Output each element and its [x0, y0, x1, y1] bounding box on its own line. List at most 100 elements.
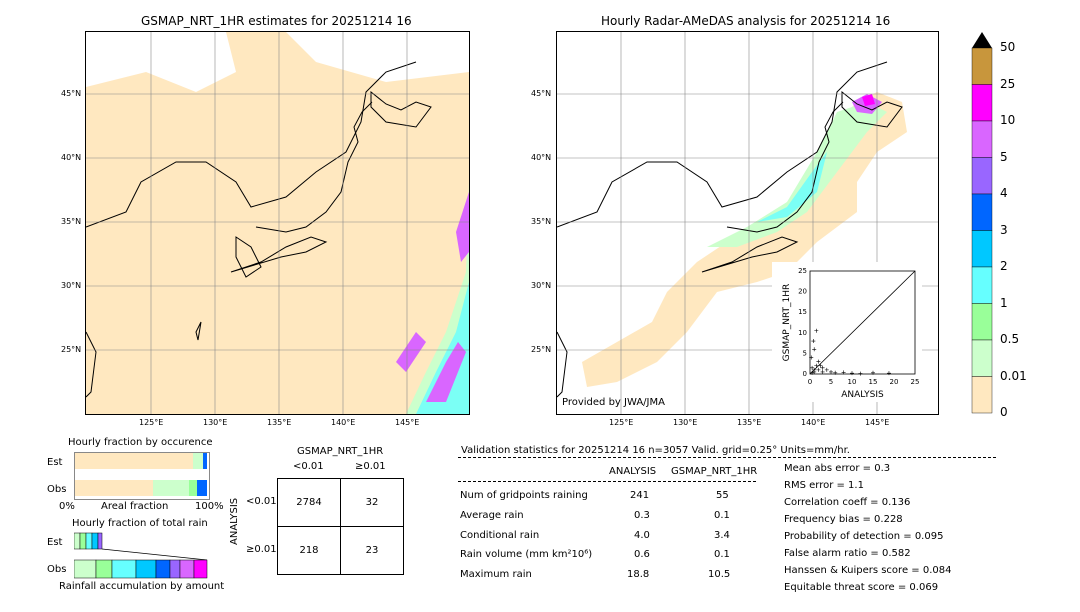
right-lat-35: 35°N — [531, 217, 552, 226]
scatter-point — [812, 367, 817, 372]
left-lat-40: 40°N — [61, 153, 82, 162]
scatter-y-tick: 10 — [798, 329, 807, 337]
frac-occ-obs-bar — [75, 480, 153, 496]
colorbar-extend-arrow — [972, 32, 992, 48]
frac-occ-obs-bar3 — [189, 480, 197, 496]
left-lat-45: 45°N — [61, 89, 82, 98]
scatter-point — [814, 328, 819, 333]
scatter-point — [829, 369, 833, 374]
left-map-title: GSMAP_NRT_1HR estimates for 20251214 16 — [141, 14, 412, 28]
score-line: Correlation coeff = 0.136 — [784, 497, 911, 508]
colorbar-tick-label: 1 — [1000, 295, 1008, 310]
scatter-diagonal — [809, 270, 916, 375]
validation-row-gsmap: 0.1 — [714, 510, 730, 521]
score-line: RMS error = 1.1 — [784, 480, 864, 491]
validation-row-analysis: 0.3 — [634, 510, 650, 521]
frac-tot-est: Est — [47, 537, 63, 548]
frac-tot-xlabel: Rainfall accumulation by amount — [59, 581, 225, 592]
validation-row-label: Conditional rain — [460, 530, 540, 541]
scatter-y-tick: 20 — [798, 288, 807, 296]
left-lat-35: 35°N — [61, 217, 82, 226]
contingency-cell: 2784 — [277, 478, 341, 527]
score-line: Frequency bias = 0.228 — [784, 514, 903, 525]
frac-occ-obs: Obs — [47, 484, 67, 495]
left-lon-140: 140°E — [331, 418, 356, 427]
frac-occ-est-bar — [75, 453, 193, 469]
right-lat-45: 45°N — [531, 89, 552, 98]
frac-occ-est-bar3 — [203, 453, 207, 469]
colorbar — [971, 32, 993, 414]
contingency-cell: 23 — [340, 526, 404, 575]
scatter-point — [886, 371, 891, 376]
right-map-title: Hourly Radar-AMeDAS analysis for 2025121… — [601, 14, 891, 28]
contingency-col1: <0.01 — [293, 461, 324, 472]
frac-occ-x1: 100% — [195, 501, 224, 512]
colorbar-segment — [971, 376, 993, 414]
validation-header: Validation statistics for 20251214 16 n=… — [461, 445, 850, 456]
contingency-row1: <0.01 — [246, 496, 277, 507]
scatter-point — [810, 370, 815, 375]
contingency-ylabel: ANALYSIS — [229, 497, 240, 545]
scatter-point — [810, 365, 815, 370]
colorbar-tick-label: 5 — [1000, 149, 1008, 164]
validation-row-analysis: 241 — [630, 490, 650, 501]
right-lon-125: 125°E — [609, 418, 634, 427]
frac-tot-title: Hourly fraction of total rain — [72, 518, 208, 529]
frac-occ-xmid: Areal fraction — [101, 501, 169, 512]
colorbar-tick-label: 4 — [1000, 186, 1008, 200]
scatter-point — [871, 370, 875, 375]
colorbar-tick-label: 0.5 — [1000, 332, 1020, 346]
right-lat-40: 40°N — [531, 153, 552, 162]
scatter-point — [850, 371, 854, 376]
validation-row-label: Maximum rain — [460, 569, 532, 580]
scatter-point — [811, 339, 816, 344]
left-lon-135: 135°E — [267, 418, 292, 427]
validation-divider — [458, 457, 996, 458]
right-lat-25: 25°N — [531, 345, 552, 354]
validation-row-analysis: 18.8 — [627, 569, 650, 580]
colorbar-tick-label: 2 — [1000, 259, 1008, 273]
frac-occ-est-bar2 — [193, 453, 203, 469]
colorbar-tick-label: 10 — [1000, 113, 1016, 127]
validation-row-label: Num of gridpoints raining — [460, 490, 588, 501]
right-lon-145: 145°E — [865, 418, 890, 427]
score-line: Equitable threat score = 0.069 — [784, 582, 939, 593]
scatter-x-tick: 10 — [848, 378, 857, 386]
scatter-point — [858, 371, 863, 376]
credit-text: Provided by JWA/JMA — [562, 397, 665, 408]
scatter-point — [820, 365, 825, 370]
contingency-table: 2784 32 218 23 — [277, 478, 404, 575]
validation-col-analysis: ANALYSIS — [609, 466, 657, 477]
colorbar-tick-label: 25 — [1000, 76, 1016, 91]
scatter-y-tick: 15 — [798, 308, 807, 316]
contingency-col2: ≥0.01 — [355, 461, 386, 472]
scatter-x-tick: 5 — [829, 378, 833, 386]
scatter-point — [814, 363, 819, 368]
left-lon-130: 130°E — [203, 418, 228, 427]
scatter-point — [816, 359, 821, 364]
right-lon-130: 130°E — [673, 418, 698, 427]
frac-tot-obs: Obs — [47, 564, 67, 575]
colorbar-segment — [971, 157, 993, 195]
colorbar-segment — [971, 339, 993, 377]
contingency-cell: 32 — [340, 478, 404, 527]
contingency-title: GSMAP_NRT_1HR — [297, 446, 384, 457]
scatter-x-tick: 15 — [869, 378, 878, 386]
scatter-point — [818, 363, 823, 368]
validation-row-label: Average rain — [460, 510, 524, 521]
scatter-point — [812, 347, 817, 352]
scatter-x-tick: 20 — [890, 378, 899, 386]
right-map-svg — [557, 32, 938, 414]
scatter-y-tick: 5 — [803, 349, 807, 357]
scatter-x-tick: 25 — [911, 378, 920, 386]
scatter-y-tick: 25 — [798, 267, 807, 275]
scatter-ylabel: GSMAP_NRT_1HR — [782, 284, 792, 362]
frac-occ-obs-bar2 — [153, 480, 189, 496]
left-lon-145: 145°E — [395, 418, 420, 427]
colorbar-segment — [971, 47, 993, 85]
validation-row-gsmap: 55 — [716, 490, 729, 501]
scatter-x-tick: 0 — [808, 378, 812, 386]
colorbar-segment — [971, 230, 993, 268]
left-map — [85, 31, 470, 415]
validation-row-gsmap: 0.1 — [714, 549, 730, 560]
